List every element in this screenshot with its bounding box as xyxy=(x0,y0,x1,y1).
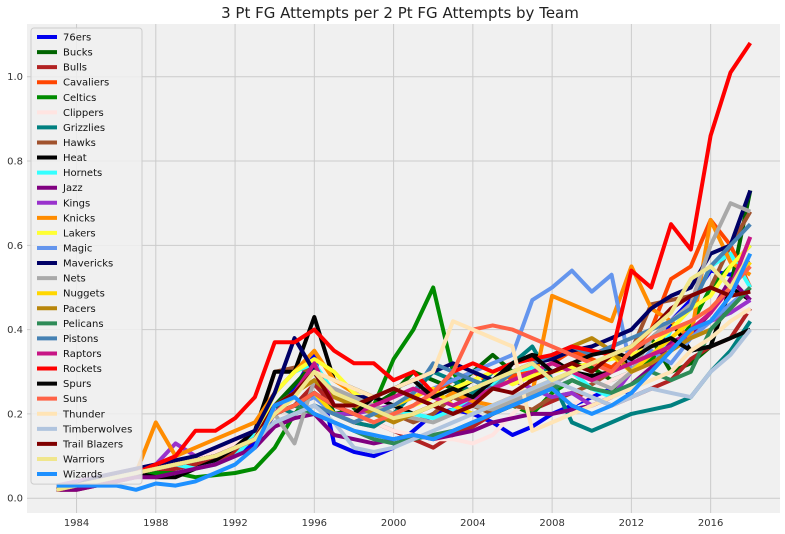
legend: 76ers Bucks Bulls Cavaliers Celtics Clippers G… xyxy=(30,27,143,485)
x-tick-label: 2012 xyxy=(619,518,644,529)
series-line-wizards xyxy=(56,252,753,492)
series-line-warriors xyxy=(56,252,753,492)
legend-label: Wizards xyxy=(63,470,102,481)
legend-label: Knicks xyxy=(63,213,95,224)
legend-box xyxy=(30,27,143,485)
y-tick-label: 0.2 xyxy=(7,409,23,420)
y-tick-label: 0.0 xyxy=(7,494,23,505)
legend-label: Lakers xyxy=(63,228,96,239)
legend-label: Pacers xyxy=(63,304,96,315)
legend-label: Thunder xyxy=(62,409,106,420)
legend-label: Suns xyxy=(63,394,87,405)
legend-label: Hawks xyxy=(63,138,96,149)
x-tick-label: 2016 xyxy=(698,518,723,529)
legend-label: Trail Blazers xyxy=(62,439,123,450)
chart-title: 3 Pt FG Attempts per 2 Pt FG Attempts by… xyxy=(221,4,579,22)
x-tick-label: 2008 xyxy=(539,518,564,529)
legend-label: Magic xyxy=(63,243,92,254)
legend-label: Spurs xyxy=(63,379,91,390)
legend-label: Pistons xyxy=(63,334,98,345)
legend-label: Warriors xyxy=(63,454,105,465)
legend-label: Bulls xyxy=(63,63,87,74)
y-tick-label: 0.8 xyxy=(7,157,23,168)
x-tick-label: 1988 xyxy=(143,518,168,529)
legend-label: Nuggets xyxy=(63,289,105,300)
y-tick-label: 0.6 xyxy=(7,241,23,252)
legend-label: Celtics xyxy=(63,93,96,104)
y-axis-ticks: 0.0 0.2 0.4 0.6 0.8 1.0 xyxy=(7,72,23,505)
legend-label: Nets xyxy=(63,274,86,285)
legend-label: Clippers xyxy=(63,108,104,119)
series-line-rockets xyxy=(56,41,752,492)
x-tick-label: 2004 xyxy=(460,518,485,529)
x-tick-label: 1992 xyxy=(222,518,247,529)
series-lines xyxy=(56,41,753,492)
legend-label: Grizzlies xyxy=(63,123,105,134)
y-tick-label: 0.4 xyxy=(7,325,23,336)
legend-label: Cavaliers xyxy=(63,78,109,89)
legend-label: Mavericks xyxy=(63,259,113,270)
legend-label: Pelicans xyxy=(63,319,104,330)
legend-label: Jazz xyxy=(62,183,83,194)
x-tick-label: 1984 xyxy=(64,518,89,529)
legend-label: Timberwolves xyxy=(62,424,132,435)
legend-label: Hornets xyxy=(63,168,102,179)
legend-label: Raptors xyxy=(63,349,102,360)
legend-label: Rockets xyxy=(63,364,102,375)
legend-label: Bucks xyxy=(63,48,93,59)
x-tick-label: 1996 xyxy=(302,518,327,529)
legend-label: Heat xyxy=(63,153,87,164)
y-tick-label: 1.0 xyxy=(7,72,23,83)
legend-label: 76ers xyxy=(63,33,91,44)
x-axis-ticks: 1984 1988 1992 1996 2000 2004 2008 2012 2016 xyxy=(64,518,724,529)
legend-label: Kings xyxy=(63,198,90,209)
x-tick-label: 2000 xyxy=(381,518,406,529)
